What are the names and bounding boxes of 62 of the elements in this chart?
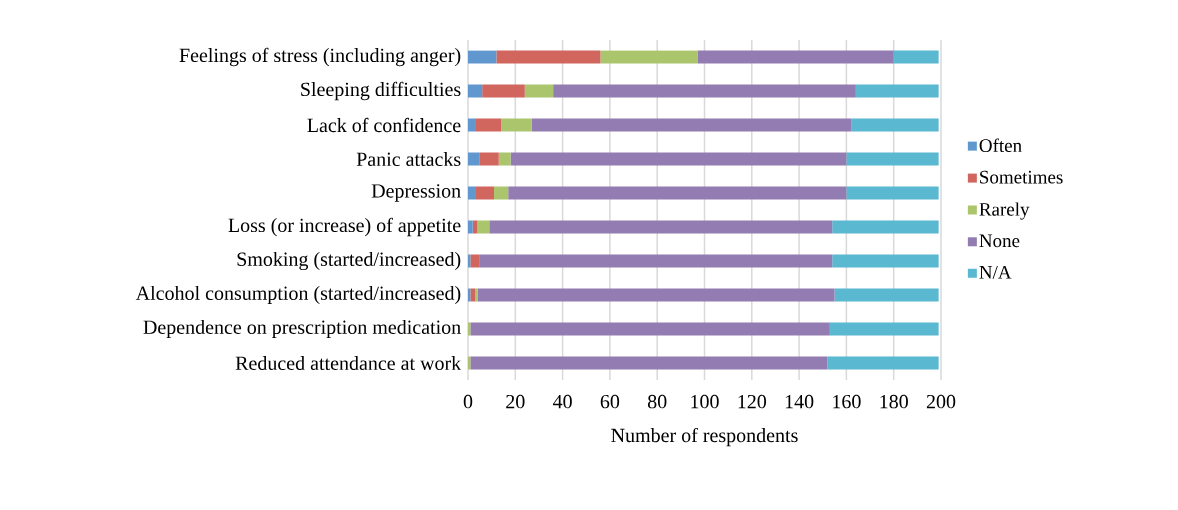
bar <box>829 322 939 336</box>
bar <box>489 220 833 234</box>
x-tick-label: 140 <box>785 394 814 409</box>
x-tick-label: 180 <box>880 394 908 409</box>
x-tick-label: 120 <box>738 394 767 409</box>
y-tick-label: Loss (or increase) of appetite <box>228 217 461 237</box>
x-tick-label: 0 <box>463 394 473 409</box>
bar <box>893 50 939 64</box>
x-axis-title: Number of respondents <box>611 427 798 447</box>
bar <box>470 356 828 370</box>
legend-label: Often <box>979 138 1022 152</box>
bar <box>479 152 499 166</box>
y-tick-label: Sleeping difficulties <box>301 81 461 101</box>
bar <box>501 118 532 132</box>
legend-label: N/A <box>979 266 1012 279</box>
y-tick-label: Dependence on prescription medication <box>143 319 461 339</box>
bar <box>470 254 480 268</box>
x-tick-label: 100 <box>691 394 719 409</box>
bar <box>827 356 939 370</box>
bar <box>846 186 939 200</box>
x-tick-label: 160 <box>833 394 861 409</box>
bar <box>510 152 847 166</box>
x-tick-label: 200 <box>926 394 956 409</box>
bar <box>475 118 502 132</box>
y-tick-label: Lack of confidence <box>307 117 461 133</box>
bar <box>468 84 483 98</box>
bar <box>851 118 939 132</box>
y-tick-label: Smoking (started/increased) <box>237 251 461 271</box>
bar <box>600 50 698 64</box>
y-tick-label: Feelings of stress (including anger) <box>179 47 461 67</box>
x-tick-label: 20 <box>506 394 525 409</box>
bar <box>846 152 939 166</box>
bar <box>468 152 480 166</box>
bar <box>475 186 495 200</box>
bar <box>524 84 554 98</box>
bar <box>508 186 847 200</box>
legend-label: None <box>979 234 1020 248</box>
x-tick-label: 60 <box>600 394 620 409</box>
bar <box>855 84 939 98</box>
legend-label: Sometimes <box>980 170 1063 184</box>
bar <box>479 254 833 268</box>
bar <box>470 322 830 336</box>
bar <box>553 84 856 98</box>
bar <box>477 220 490 234</box>
bar <box>496 50 601 64</box>
bar <box>482 84 525 98</box>
legend-label: Rarely <box>979 202 1030 220</box>
bar <box>477 288 835 302</box>
bar <box>498 152 511 166</box>
y-tick-label: Depression <box>371 184 461 202</box>
bar <box>531 118 852 132</box>
x-tick-label: 80 <box>647 394 667 409</box>
y-tick-label: Alcohol consumption (started/increased) <box>135 285 461 305</box>
y-tick-label: Reduced attendance at work <box>235 355 462 371</box>
bar <box>832 220 939 234</box>
y-tick-label: Panic attacks <box>356 151 461 167</box>
x-tick-label: 40 <box>552 394 572 409</box>
bar <box>697 50 894 64</box>
bar <box>832 254 939 268</box>
bar <box>834 288 939 302</box>
bar <box>494 186 509 200</box>
bar <box>470 288 476 302</box>
